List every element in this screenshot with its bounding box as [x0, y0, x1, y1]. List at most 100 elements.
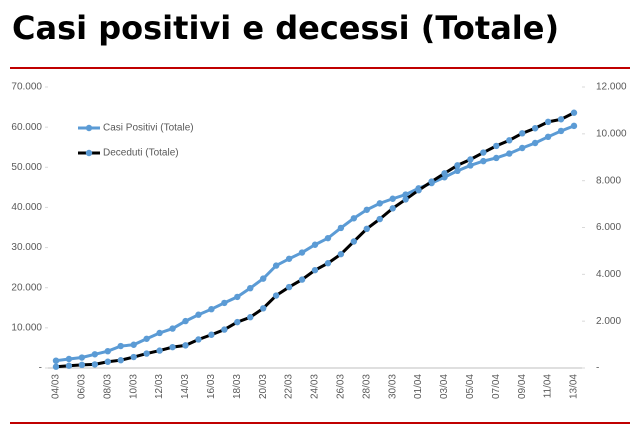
y2-tick-label: 10.000 [596, 128, 627, 139]
point [91, 351, 99, 358]
point [376, 200, 383, 207]
x-tick-label: 20/03 [258, 374, 269, 399]
point [350, 238, 358, 245]
y2-tick-label: 2.000 [596, 316, 621, 327]
point [519, 130, 526, 137]
point [117, 357, 124, 364]
point [221, 326, 228, 333]
y-tick-label: 50.000 [11, 162, 42, 173]
point [428, 178, 435, 185]
x-tick-label: 04/03 [51, 374, 62, 399]
point [156, 347, 163, 354]
point [156, 329, 163, 337]
point [143, 335, 150, 342]
point [480, 157, 487, 165]
point [557, 127, 565, 135]
x-tick-label: 30/03 [387, 374, 398, 399]
point [272, 262, 280, 269]
x-tick-label: 28/03 [361, 374, 372, 399]
y-tick-label: 70.000 [11, 82, 42, 93]
point [337, 224, 345, 232]
point [285, 283, 293, 291]
point [350, 215, 358, 222]
point [169, 343, 176, 351]
point [544, 118, 552, 126]
point [389, 205, 396, 212]
point [454, 162, 461, 169]
point [52, 363, 60, 370]
point [117, 342, 124, 350]
point [402, 191, 409, 198]
point [130, 341, 137, 348]
point [143, 350, 150, 357]
point [324, 260, 332, 267]
x-tick-label: 11/04 [543, 374, 554, 399]
point [208, 331, 215, 338]
point [208, 305, 215, 313]
point [285, 255, 293, 262]
point [467, 156, 474, 163]
point [324, 234, 332, 242]
point [260, 275, 267, 282]
x-tick-label: 13/04 [569, 374, 580, 399]
point [467, 162, 474, 169]
point [531, 125, 539, 132]
point [557, 116, 565, 123]
y2-tick-label: 4.000 [596, 269, 621, 280]
point [519, 144, 526, 152]
point [376, 215, 383, 223]
y-tick-label: 30.000 [11, 242, 42, 253]
point [402, 196, 409, 203]
x-tick-label: 03/04 [439, 374, 450, 399]
x-tick-label: 26/03 [336, 374, 347, 399]
x-tick-label: 05/04 [465, 374, 476, 399]
y-tick-label: 20.000 [11, 282, 42, 293]
x-tick-label: 22/03 [284, 374, 295, 399]
point [91, 361, 99, 368]
point [247, 284, 254, 292]
point [272, 292, 280, 299]
point [260, 305, 267, 312]
chart-title: Casi positivi e decessi (Totale) [12, 9, 559, 47]
y-tick-label: 60.000 [11, 122, 42, 133]
x-tick-label: 07/04 [491, 374, 502, 399]
point [65, 355, 73, 363]
point [570, 122, 578, 130]
legend-marker [85, 149, 93, 157]
y2-tick-label: 8.000 [596, 175, 621, 186]
y-tick-label: 40.000 [11, 202, 42, 213]
point [298, 276, 306, 283]
legend-label: Casi Positivi (Totale) [103, 123, 194, 134]
point [182, 317, 189, 325]
point [65, 362, 73, 369]
x-tick-label: 12/03 [154, 374, 165, 399]
x-tick-label: 18/03 [232, 374, 243, 399]
point [104, 347, 112, 355]
point [441, 170, 448, 177]
point [337, 250, 345, 258]
point [182, 342, 189, 349]
x-tick-label: 14/03 [180, 374, 191, 399]
point [104, 358, 112, 365]
x-tick-label: 08/03 [102, 374, 113, 399]
y-tick-label: 10.000 [11, 322, 42, 333]
point [78, 354, 86, 361]
point [247, 314, 254, 321]
point [78, 361, 86, 369]
point [531, 139, 539, 147]
point [130, 353, 137, 361]
point [311, 241, 319, 248]
y2-tick-label: 12.000 [596, 82, 627, 93]
x-tick-label: 16/03 [206, 374, 217, 399]
point [298, 249, 306, 256]
point [363, 225, 370, 233]
point [52, 357, 60, 364]
x-tick-label: 10/03 [128, 374, 139, 399]
point [480, 149, 487, 156]
x-tick-label: 24/03 [310, 374, 321, 399]
point [506, 150, 513, 157]
y-tick-label: - [39, 363, 42, 374]
point [195, 311, 202, 318]
point [493, 154, 500, 162]
